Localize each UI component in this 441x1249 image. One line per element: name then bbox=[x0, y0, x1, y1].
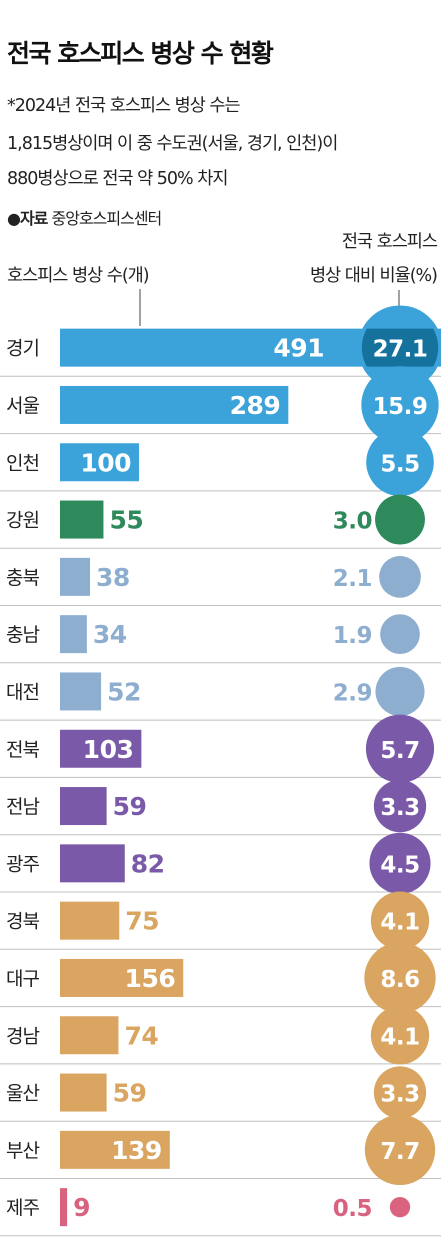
percent-label: 1.9 bbox=[333, 623, 372, 649]
bar-value-label: 34 bbox=[93, 620, 127, 649]
bar bbox=[60, 615, 87, 654]
bar-value-label: 74 bbox=[124, 1021, 158, 1050]
note-line-3: 880병상으로 전국 약 50% 차지 bbox=[7, 169, 228, 189]
region-label: 부산 bbox=[6, 1140, 39, 1162]
bar bbox=[60, 557, 91, 596]
bar bbox=[60, 1130, 170, 1169]
percent-label: 5.7 bbox=[380, 738, 419, 764]
percent-circle bbox=[364, 1114, 436, 1186]
percent-circle bbox=[380, 614, 420, 654]
bar bbox=[60, 1188, 68, 1227]
percent-circle bbox=[379, 555, 421, 598]
bar-value-label: 38 bbox=[96, 563, 130, 592]
percent-circle bbox=[375, 666, 425, 716]
region-label: 충북 bbox=[6, 567, 39, 589]
bar-value-label: 9 bbox=[73, 1193, 90, 1222]
bar bbox=[60, 844, 125, 883]
percent-label: 3.0 bbox=[333, 509, 372, 535]
percent-label: 5.5 bbox=[380, 451, 419, 477]
percent-label: 4.1 bbox=[380, 1024, 419, 1050]
bar-value-label: 100 bbox=[80, 448, 131, 477]
region-label: 서울 bbox=[6, 395, 39, 417]
percent-label: 0.5 bbox=[333, 1196, 372, 1222]
bar-value-label: 55 bbox=[109, 506, 143, 535]
region-label: 전남 bbox=[6, 796, 39, 818]
region-label: 제주 bbox=[6, 1197, 39, 1219]
bar bbox=[60, 500, 104, 539]
bar bbox=[60, 385, 289, 424]
right-axis-label-2: 병상 대비 비율(%) bbox=[309, 266, 438, 286]
region-label: 경기 bbox=[6, 338, 39, 360]
text-layer: 경기 491 27.1 서울 289 15.9 인천 100 5.5 강원 55 3.0 충북 38 2.1… bbox=[6, 334, 428, 1223]
bar bbox=[60, 958, 184, 997]
percent-label: 2.1 bbox=[333, 566, 372, 592]
percent-circle bbox=[369, 832, 431, 894]
percent-circle bbox=[373, 779, 427, 833]
bar bbox=[60, 1073, 107, 1112]
region-label: 대전 bbox=[6, 681, 39, 703]
bar bbox=[60, 729, 142, 768]
bar-value-label: 52 bbox=[107, 677, 141, 706]
percent-circle bbox=[389, 1196, 411, 1218]
percent-circle bbox=[366, 428, 434, 497]
percent-label: 7.7 bbox=[380, 1139, 419, 1165]
percent-label: 4.1 bbox=[380, 910, 419, 936]
bar bbox=[60, 443, 139, 482]
bar bbox=[60, 787, 107, 826]
source-bullet: ●자료 bbox=[7, 209, 48, 228]
bar-value-label: 59 bbox=[113, 792, 147, 821]
bar-value-label: 103 bbox=[83, 735, 134, 764]
region-label: 인천 bbox=[6, 452, 39, 474]
bar-value-label: 75 bbox=[125, 907, 159, 936]
bar-value-label: 82 bbox=[131, 849, 165, 878]
source-text: 중앙호스피스센터 bbox=[51, 209, 163, 228]
chart-title: 전국 호스피스 병상 수 현황 bbox=[7, 39, 274, 68]
percent-label: 8.6 bbox=[380, 967, 419, 993]
percent-circle bbox=[370, 1006, 430, 1065]
percent-circle bbox=[373, 1066, 427, 1119]
percent-circle bbox=[364, 942, 436, 1014]
left-axis-label: 호스피스 병상 수(개) bbox=[7, 266, 150, 286]
overlap-circle bbox=[361, 328, 439, 367]
bar bbox=[60, 1016, 119, 1055]
note-line-2: 1,815병상이며 이 중 수도권(서울, 경기, 인천)이 bbox=[7, 134, 338, 154]
region-label: 전북 bbox=[6, 739, 39, 761]
bar-value-label: 59 bbox=[113, 1079, 147, 1108]
percent-label: 3.3 bbox=[380, 1082, 419, 1108]
region-label: 경북 bbox=[6, 911, 39, 933]
bar-value-label: 139 bbox=[111, 1136, 162, 1165]
percent-label: 27.1 bbox=[373, 337, 428, 363]
bar bbox=[60, 672, 102, 711]
circle-layer bbox=[357, 305, 441, 1218]
percent-circle bbox=[361, 366, 439, 444]
region-label: 강원 bbox=[6, 510, 39, 532]
bar-value-label: 289 bbox=[230, 391, 281, 420]
percent-label: 2.9 bbox=[333, 680, 372, 706]
region-label: 광주 bbox=[6, 853, 39, 875]
bar-value-label: 491 bbox=[273, 334, 324, 363]
right-axis-label-1: 전국 호스피스 bbox=[341, 232, 438, 252]
percent-label: 15.9 bbox=[373, 394, 428, 420]
percent-circle bbox=[375, 494, 425, 545]
source-line: ●자료 중앙호스피스센터 bbox=[7, 205, 163, 229]
percent-circle bbox=[370, 891, 430, 950]
percent-label: 4.5 bbox=[380, 852, 419, 878]
percent-label: 3.3 bbox=[380, 795, 419, 821]
percent-circle bbox=[365, 714, 435, 783]
region-label: 대구 bbox=[6, 968, 39, 990]
region-label: 충남 bbox=[6, 624, 39, 646]
bar bbox=[60, 901, 120, 940]
note-line-1: *2024년 전국 호스피스 병상 수는 bbox=[7, 96, 241, 116]
bar-value-label: 156 bbox=[125, 964, 176, 993]
region-label: 울산 bbox=[6, 1083, 39, 1105]
region-label: 경남 bbox=[6, 1025, 39, 1047]
